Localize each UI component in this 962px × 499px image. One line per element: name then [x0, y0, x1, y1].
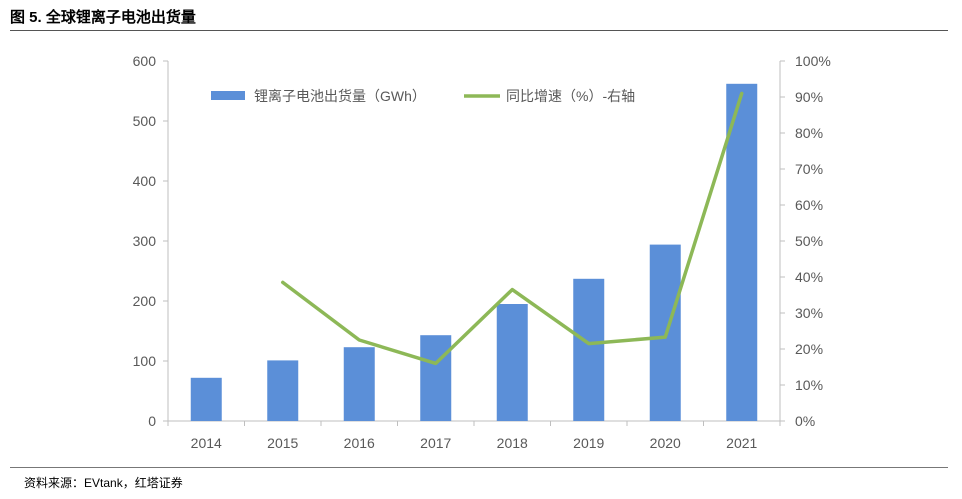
x-tick-label: 2021: [726, 435, 757, 451]
x-tick-label: 2017: [420, 435, 451, 451]
source-divider: [10, 467, 948, 468]
x-tick-label: 2015: [267, 435, 298, 451]
y-left-tick-label: 200: [133, 293, 157, 309]
y-left-tick-label: 400: [133, 173, 157, 189]
bar: [726, 83, 758, 422]
bar: [573, 278, 605, 421]
title-divider: [10, 30, 948, 31]
y-left-tick-label: 100: [133, 353, 157, 369]
y-right-tick-label: 80%: [795, 125, 823, 141]
legend-line-label: 同比增速（%）-右轴: [506, 88, 635, 104]
line-layer: [281, 91, 744, 366]
bar: [496, 304, 528, 421]
bar: [267, 360, 299, 421]
y-right-tick-label: 100%: [795, 53, 831, 69]
y-right-tick-label: 10%: [795, 377, 823, 393]
x-tick-label: 2014: [191, 435, 222, 451]
bar: [343, 347, 375, 421]
y-right-tick-label: 20%: [795, 341, 823, 357]
x-tick-label: 2019: [573, 435, 604, 451]
y-right-tick-label: 70%: [795, 161, 823, 177]
y-left-tick-label: 500: [133, 113, 157, 129]
bar: [420, 335, 452, 421]
x-tick-label: 2020: [650, 435, 681, 451]
y-right-tick-label: 0%: [795, 413, 815, 429]
legend-bar-swatch: [211, 91, 245, 100]
y-left-tick-label: 300: [133, 233, 157, 249]
x-tick-label: 2018: [497, 435, 528, 451]
source-note: 资料来源：EVtank，红塔证券: [24, 476, 183, 490]
x-tick-label: 2016: [344, 435, 375, 451]
axes-layer: 0 100 200 300 400 500 600 0% 10% 20% 30% 40% 50% 60% 7…: [133, 53, 831, 451]
y-right-tick-label: 40%: [795, 269, 823, 285]
y-left-tick-label: 600: [133, 53, 157, 69]
figure-title: 图 5. 全球锂离子电池出货量: [10, 9, 196, 26]
legend: 锂离子电池出货量（GWh） 同比增速（%）-右轴: [211, 88, 635, 104]
y-left-tick-label: 0: [148, 413, 156, 429]
y-right-tick-label: 30%: [795, 305, 823, 321]
bar: [190, 377, 222, 421]
y-right-tick-label: 50%: [795, 233, 823, 249]
y-right-tick-label: 60%: [795, 197, 823, 213]
y-right-tick-label: 90%: [795, 89, 823, 105]
bars-layer: [190, 83, 758, 422]
legend-bar-label: 锂离子电池出货量（GWh）: [254, 88, 426, 104]
